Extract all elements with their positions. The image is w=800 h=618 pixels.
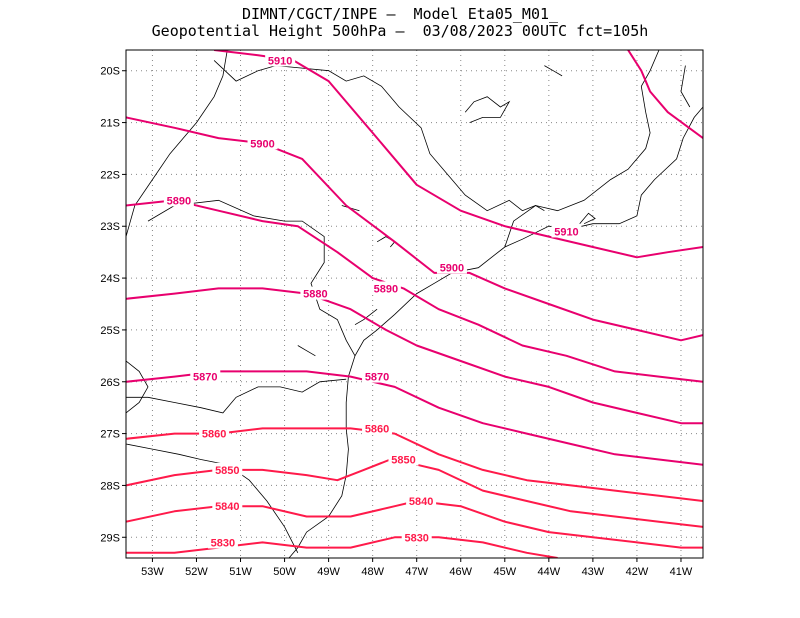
x-tick-label: 45W (493, 566, 516, 578)
contour-5880 (126, 287, 703, 425)
contour-label-bg (163, 193, 194, 207)
y-tick-label: 21S (100, 118, 120, 130)
x-axis-ticks: 53W 52W 51W 50W 49W 48W 47W 46W 45W 44W 43W 42W 41W (141, 558, 693, 578)
x-tick-label: 47W (405, 566, 428, 578)
contour-label-5880: 5880 (303, 289, 327, 301)
y-tick-label: 23S (100, 221, 120, 233)
coastline-lake-sc (297, 345, 316, 357)
contour-label-5900: 5900 (440, 263, 464, 275)
y-tick-label: 26S (100, 377, 120, 389)
contour-label-5870: 5870 (193, 372, 217, 384)
contour-label-5850: 5850 (391, 455, 415, 467)
x-tick-label: 50W (273, 566, 296, 578)
contour-label-bg (199, 426, 230, 440)
coastline-border-west (126, 360, 149, 414)
contour-label-bg (436, 260, 467, 274)
x-tick-label: 43W (582, 566, 605, 578)
contour-labels: 5910 5910 5900 5900 5890 5890 5880 5870 5870 5860… (163, 53, 582, 549)
contour-label-bg (362, 421, 393, 435)
y-tick-label: 29S (100, 532, 120, 544)
contour-label-5830: 5830 (404, 532, 428, 544)
contour-5870 (126, 370, 703, 466)
contour-label-5890: 5890 (374, 283, 398, 295)
x-tick-label: 48W (361, 566, 384, 578)
coastline-river (464, 96, 511, 123)
x-tick-label: 53W (141, 566, 164, 578)
contour-label-bg (551, 224, 582, 238)
contour-5830 (126, 536, 558, 558)
coastline-lagoon-pr (354, 308, 378, 326)
coastline-lake-mg (544, 65, 563, 77)
y-tick-label: 20S (100, 66, 120, 78)
x-tick-label: 42W (626, 566, 649, 578)
x-tick-label: 51W (229, 566, 252, 578)
contour-label-5830: 5830 (211, 537, 235, 549)
contour-label-5860: 5860 (365, 423, 389, 435)
y-tick-label: 24S (100, 273, 120, 285)
coastline-border-mg-sp (147, 199, 356, 356)
contour-label-5870: 5870 (365, 372, 389, 384)
contour-label-5850: 5850 (215, 465, 239, 477)
x-tick-label: 46W (449, 566, 472, 578)
contour-5910 (627, 50, 703, 139)
coastline-border-ms (126, 50, 228, 237)
contour-label-bg (362, 369, 393, 383)
x-tick-label: 49W (317, 566, 340, 578)
x-tick-label: 41W (670, 566, 693, 578)
contour-label-5910: 5910 (268, 55, 292, 67)
contour-label-5890: 5890 (167, 195, 191, 207)
y-axis-ticks: 20S 21S 22S 23S 24S 25S 26S 27S 28S 29S (100, 66, 126, 544)
coastline-border-sp-rj (504, 50, 660, 248)
contour-label-bg (207, 535, 238, 549)
contour-label-bg (370, 281, 401, 295)
contour-5900 (126, 116, 703, 342)
contour-label-bg (406, 493, 437, 507)
contour-label-bg (401, 530, 432, 544)
contour-label-bg (212, 462, 243, 476)
coastline-border-sp-mg (213, 60, 545, 212)
coastline-coast (288, 106, 703, 558)
chart-title-line-1: DIMNT/CGCT/INPE — Model Eta05_M01_ (241, 5, 559, 23)
contour-5890 (126, 199, 703, 383)
contour-label-5840: 5840 (215, 501, 239, 513)
x-tick-label: 52W (185, 566, 208, 578)
y-tick-label: 22S (100, 169, 120, 181)
y-tick-label: 28S (100, 480, 120, 492)
contour-lines (126, 50, 703, 558)
coastline-bay-rio (579, 212, 596, 225)
gridlines (126, 50, 703, 558)
x-tick-label: 44W (538, 566, 561, 578)
contour-label-bg (300, 286, 331, 300)
y-tick-label: 25S (100, 325, 120, 337)
map-frame (125, 49, 704, 559)
contour-label-bg (247, 136, 278, 150)
coastlines (126, 50, 703, 558)
contour-label-5900: 5900 (250, 138, 274, 150)
chart-title-line-2: Geopotential Height 500hPa — 03/08/2023 … (151, 22, 649, 40)
contour-label-5910: 5910 (554, 226, 578, 238)
coastline-coast-es (680, 65, 691, 108)
contour-label-bg (265, 53, 296, 67)
contour-label-bg (190, 369, 221, 383)
contour-label-5840: 5840 (409, 496, 433, 508)
coastline-border-pr-sc (126, 378, 347, 414)
y-tick-label: 27S (100, 429, 120, 441)
contour-label-bg (388, 452, 419, 466)
coastline-lake-pr (376, 236, 396, 248)
contour-label-bg (212, 499, 243, 513)
contour-label-5860: 5860 (202, 429, 226, 441)
